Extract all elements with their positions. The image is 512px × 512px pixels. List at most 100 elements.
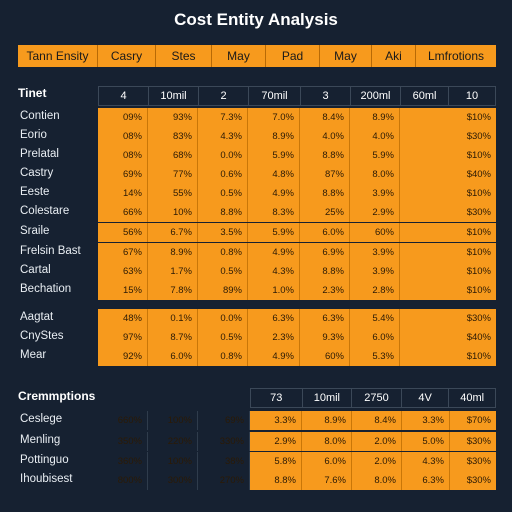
table-cell[interactable]: 08% [98,127,148,146]
table-cell[interactable]: $30% [466,207,491,218]
table-cell[interactable]: 5.8% [250,452,302,471]
table-cell[interactable]: 0.5% [198,184,248,203]
table-cell[interactable]: $10% [466,351,491,362]
table-cell[interactable]: 6.0% [300,223,350,242]
table-cell[interactable]: 360% [98,452,148,471]
table-cell[interactable]: 0.6% [198,165,248,184]
table-cell[interactable]: 3.5% [198,223,248,242]
table-cell[interactable]: 100% [148,452,198,471]
table-cell[interactable]: 0.8% [198,243,248,262]
table-cell[interactable]: 8.7% [148,328,198,347]
table-cell[interactable]: 3.3% [402,411,450,430]
table-cell[interactable]: $10% [466,112,491,123]
table-cell[interactable]: $10% [466,150,491,161]
table-cell[interactable]: 0.0% [198,146,248,165]
table-cell[interactable]: 5.0% [402,432,450,451]
table-cell[interactable]: 4.0% [300,127,350,146]
table-cell[interactable]: 8.8% [300,184,350,203]
table-cell[interactable]: 5.9% [350,146,400,165]
table-cell[interactable]: 8.3% [248,203,300,222]
table-row[interactable]: Ceslege 660% 100% 69% 3.3% 8.9% 8.4% 3.3% $70% [18,411,496,430]
table-cell[interactable]: 6.3% [300,309,350,328]
table-cell[interactable]: 0.1% [148,309,198,328]
table-cell[interactable]: 7.3% [198,108,248,127]
table-cell[interactable]: 89% [198,281,248,300]
table-cell[interactable]: 8.8% [300,262,350,281]
table-cell[interactable]: 7.0% [248,108,300,127]
table-cell[interactable]: 8.9% [350,108,400,127]
table-row[interactable]: Aagtat 48% 0.1% 0.0% 6.3% 6.3% 5.4% $30% [18,309,496,328]
table-cell[interactable]: 8.4% [300,108,350,127]
table-cell[interactable]: 6.0% [148,347,198,366]
table-cell[interactable]: 7.8% [148,281,198,300]
table-cell[interactable]: 100% [148,411,198,430]
table-row[interactable]: Mear 92% 6.0% 0.8% 4.9% 60% 5.3% $10% [18,347,496,366]
table-cell[interactable]: 8.0% [302,432,352,451]
table-row[interactable]: Cartal 63% 1.7% 0.5% 4.3% 8.8% 3.9% $10% [18,262,496,281]
table-cell[interactable]: 4.3% [402,452,450,471]
table-cell[interactable]: 9.3% [300,328,350,347]
table-cell[interactable]: $40% [466,332,491,343]
table-cell[interactable]: 66% [98,203,148,222]
table-cell[interactable]: 15% [98,281,148,300]
table-cell[interactable]: $30% [466,456,491,467]
table-cell[interactable]: 660% [98,411,148,430]
column-header[interactable]: Casry [98,45,156,67]
table-cell[interactable]: 2.9% [350,203,400,222]
table-row[interactable]: Ihoubisest 800% 300% 270% 8.8% 7.6% 8.0% 6.3% $3… [18,471,496,490]
table-cell[interactable]: $10% [466,266,491,277]
table-cell[interactable]: 7.6% [302,471,352,490]
table-cell[interactable]: 48% [98,309,148,328]
table-cell[interactable]: $30% [466,313,491,324]
table-row[interactable]: Castry 69% 77% 0.6% 4.8% 87% 8.0% $40% [18,165,496,184]
table-cell[interactable]: 93% [148,108,198,127]
table-cell[interactable]: 800% [98,471,148,490]
table-cell[interactable]: 60% [300,347,350,366]
table-cell[interactable]: 14% [98,184,148,203]
table-row[interactable]: Frelsin Bast 67% 8.9% 0.8% 4.9% 6.9% 3.9% $10% [18,243,496,262]
table-cell[interactable]: 0.5% [198,262,248,281]
table-cell[interactable]: 4.9% [248,243,300,262]
table-cell[interactable]: 8.0% [350,165,400,184]
table-cell[interactable]: 0.8% [198,347,248,366]
table-cell[interactable]: 5.4% [350,309,400,328]
table-cell[interactable]: 63% [98,262,148,281]
table-cell[interactable]: 8.4% [352,411,402,430]
table-cell[interactable]: 83% [148,127,198,146]
table-cell[interactable]: 2.8% [350,281,400,300]
table-row[interactable]: CnyStes 97% 8.7% 0.5% 2.3% 9.3% 6.0% $40% [18,328,496,347]
table-cell[interactable]: 8.9% [302,411,352,430]
table-cell[interactable]: 6.3% [402,471,450,490]
column-header[interactable]: Stes [156,45,212,67]
table-cell[interactable]: 2.0% [352,452,402,471]
table-cell[interactable]: 0.5% [198,328,248,347]
table-cell[interactable]: 8.9% [248,127,300,146]
table-cell[interactable]: $10% [466,285,491,296]
table-cell[interactable]: 4.3% [248,262,300,281]
table-cell[interactable]: 330% [198,432,250,451]
table-cell[interactable]: 69% [198,411,250,430]
table-cell[interactable]: $40% [466,169,491,180]
table-row[interactable]: Menling 350% 220% 330% 2.9% 8.0% 2.0% 5.0% $30% [18,432,496,451]
table-cell[interactable]: 8.8% [250,471,302,490]
table-cell[interactable]: 3.3% [250,411,302,430]
table-cell[interactable]: 97% [98,328,148,347]
table-cell[interactable]: 5.9% [248,223,300,242]
table-cell[interactable]: 87% [300,165,350,184]
table-cell[interactable]: 3.9% [350,262,400,281]
table-cell[interactable]: 25% [300,203,350,222]
table-cell[interactable]: 4.8% [248,165,300,184]
table-cell[interactable]: 67% [98,243,148,262]
table-cell[interactable]: 55% [148,184,198,203]
table-cell[interactable]: $10% [466,227,491,238]
column-header[interactable]: May [320,45,372,67]
table-cell[interactable]: $30% [466,436,491,447]
table-cell[interactable]: $10% [466,188,491,199]
table-row[interactable]: Pottinguo 360% 100% 38% 5.8% 6.0% 2.0% 4.3% $30% [18,452,496,471]
column-header[interactable]: May [212,45,266,67]
column-header[interactable]: Pad [266,45,320,67]
table-cell[interactable]: 6.0% [350,328,400,347]
table-cell[interactable]: 3.9% [350,243,400,262]
table-cell[interactable]: 4.3% [198,127,248,146]
table-row[interactable]: Bechation 15% 7.8% 89% 1.0% 2.3% 2.8% $10% [18,281,496,300]
